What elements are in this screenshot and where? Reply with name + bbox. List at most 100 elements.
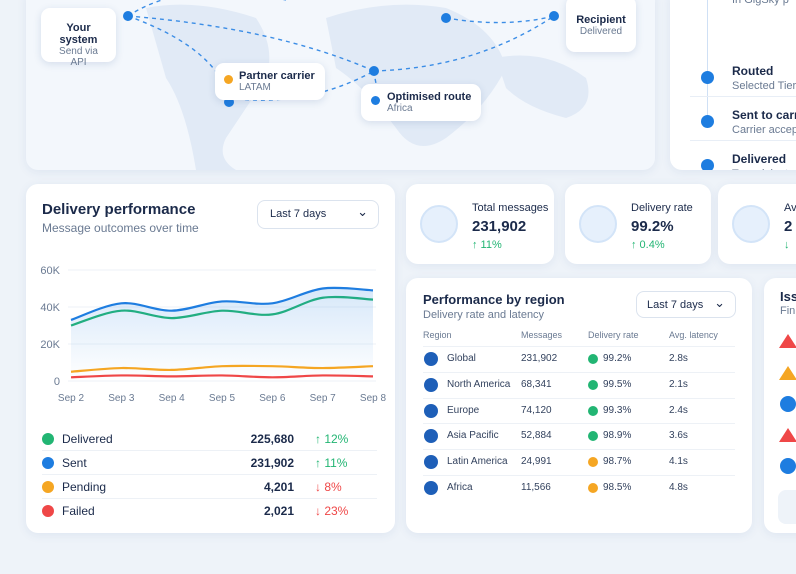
legend-dot — [42, 505, 54, 517]
divider — [423, 475, 735, 476]
region-flag — [424, 481, 438, 495]
region-cell: 68,341 — [521, 378, 552, 390]
region-cell: 24,991 — [521, 456, 552, 468]
region-title: Performance by region — [423, 292, 565, 307]
continent — [326, 4, 506, 146]
step-sub: Carrier accepte — [732, 124, 796, 136]
divider — [42, 450, 377, 451]
legend-change: ↑ 11% — [315, 456, 348, 470]
node-sub: Delivered — [579, 26, 623, 37]
status-dot — [588, 431, 598, 442]
kpi-value: 2 — [784, 218, 793, 235]
region-cell: Asia Pacific — [447, 430, 499, 442]
region-cell: 11,566 — [521, 482, 551, 493]
step-label: Sent to carri — [732, 108, 796, 122]
step-sub: To recipient — [732, 168, 788, 170]
legend-name: Sent — [62, 456, 87, 470]
kpi-value: 231,902 — [472, 218, 527, 235]
chart-subtitle: Message outcomes over time — [42, 221, 199, 235]
region-cell: 98.7% — [603, 456, 632, 468]
step-sub: Selected Tier 1 — [732, 80, 796, 92]
divider — [423, 346, 735, 347]
column-header: Delivery rate — [588, 330, 639, 340]
region-flag — [424, 455, 438, 470]
chart-title: Delivery performance — [42, 201, 196, 218]
column-header: Region — [423, 330, 452, 340]
divider — [42, 498, 377, 499]
kpi-change: ↓ — [784, 239, 790, 251]
region-cell: 98.5% — [603, 482, 632, 493]
divider — [423, 423, 735, 425]
issues-subtitle: Fin — [780, 305, 796, 317]
region-cell: 2.1s — [669, 378, 688, 390]
status-dot — [588, 354, 598, 364]
map-card: Your system Send via API Partner carrier L… — [26, 0, 655, 170]
series-line — [70, 364, 374, 373]
issue-icons — [778, 334, 796, 524]
region-flag — [424, 352, 438, 366]
legend-change: ↓ 23% — [315, 504, 349, 518]
kpi-change: ↑ 0.4% — [631, 239, 665, 251]
map — [123, 0, 589, 170]
kpi-value: 99.2% — [631, 218, 674, 235]
kpi-card: Av 2 ↓ — [718, 184, 796, 264]
divider — [690, 96, 796, 97]
legend-name: Failed — [62, 504, 95, 518]
kpi-icon — [420, 205, 458, 243]
legend-value: 231,902 — [250, 456, 294, 470]
region-dropdown[interactable]: Last 7 days — [636, 291, 736, 318]
region-cell: 231,902 — [521, 353, 558, 364]
region-card: Performance by region Delivery rate and … — [406, 278, 752, 533]
status-dot — [588, 379, 598, 390]
x-tick-label: Sep 7 — [310, 393, 337, 404]
legend-name: Delivered — [62, 432, 113, 446]
status-dot — [588, 483, 598, 493]
y-tick-label: 20K — [40, 339, 60, 351]
node-sub: Send via API — [59, 46, 98, 68]
region-cell: Latin America — [447, 456, 508, 468]
kpi-card: Total messages 231,902 ↑ 11% — [406, 184, 554, 264]
column-header: Avg. latency — [669, 330, 718, 340]
legend-change: ↑ 12% — [315, 432, 349, 446]
region-cell: 74,120 — [521, 404, 552, 416]
divider — [423, 371, 735, 373]
region-cell: Africa — [447, 482, 473, 493]
node-card: Recipient Delivered — [566, 0, 636, 52]
region-cell: Global — [447, 353, 476, 364]
step-sub: In GigSky p — [732, 0, 789, 6]
x-tick-label: Sep 3 — [108, 393, 135, 404]
legend-dot — [42, 433, 54, 445]
x-tick-label: Sep 6 — [259, 393, 286, 404]
y-tick-label: 60K — [40, 265, 60, 277]
timeline-dot — [701, 115, 714, 128]
status-dot — [588, 457, 598, 468]
kpi-card: Delivery rate 99.2% ↑ 0.4% — [565, 184, 711, 264]
x-tick-label: Sep 2 — [58, 393, 85, 404]
delivery-card: 0 20K 40K 60K Sep 2 Sep 3 Sep 4 Sep 5 Sep 6 Sep 7… — [26, 184, 395, 533]
timeline-card: In GigSky p Routed Selected Tier 1 Sent to … — [670, 0, 796, 170]
timeline-dot — [701, 71, 714, 84]
node-card: Optimised route Africa — [361, 84, 482, 121]
range-dropdown[interactable]: Last 7 days — [257, 200, 379, 229]
region-cell: 99.3% — [603, 404, 632, 416]
region-cell: 2.8s — [669, 353, 688, 364]
legend-value: 4,201 — [263, 480, 294, 494]
x-tick-label: Sep 4 — [159, 393, 186, 404]
divider — [423, 397, 735, 399]
region-cell: 4.1s — [669, 456, 688, 468]
region-cell: 2.4s — [669, 404, 688, 416]
region-flag — [424, 403, 438, 418]
x-tick-label: Sep 8 — [360, 393, 387, 404]
series-line — [70, 374, 374, 379]
legend-name: Pending — [62, 480, 107, 494]
node-sub: Africa — [387, 103, 413, 114]
kpi-icon — [579, 205, 617, 243]
node-label: Recipient — [576, 14, 626, 26]
issues-title: Iss — [780, 289, 796, 304]
legend-change: ↓ 8% — [315, 480, 342, 494]
region-cell: 4.8s — [669, 482, 688, 493]
node-label: Partner carrier — [239, 70, 315, 82]
region-flag — [424, 429, 438, 444]
region-cell: 52,884 — [521, 430, 552, 442]
node-card: Partner carrier LATAM — [215, 63, 325, 100]
